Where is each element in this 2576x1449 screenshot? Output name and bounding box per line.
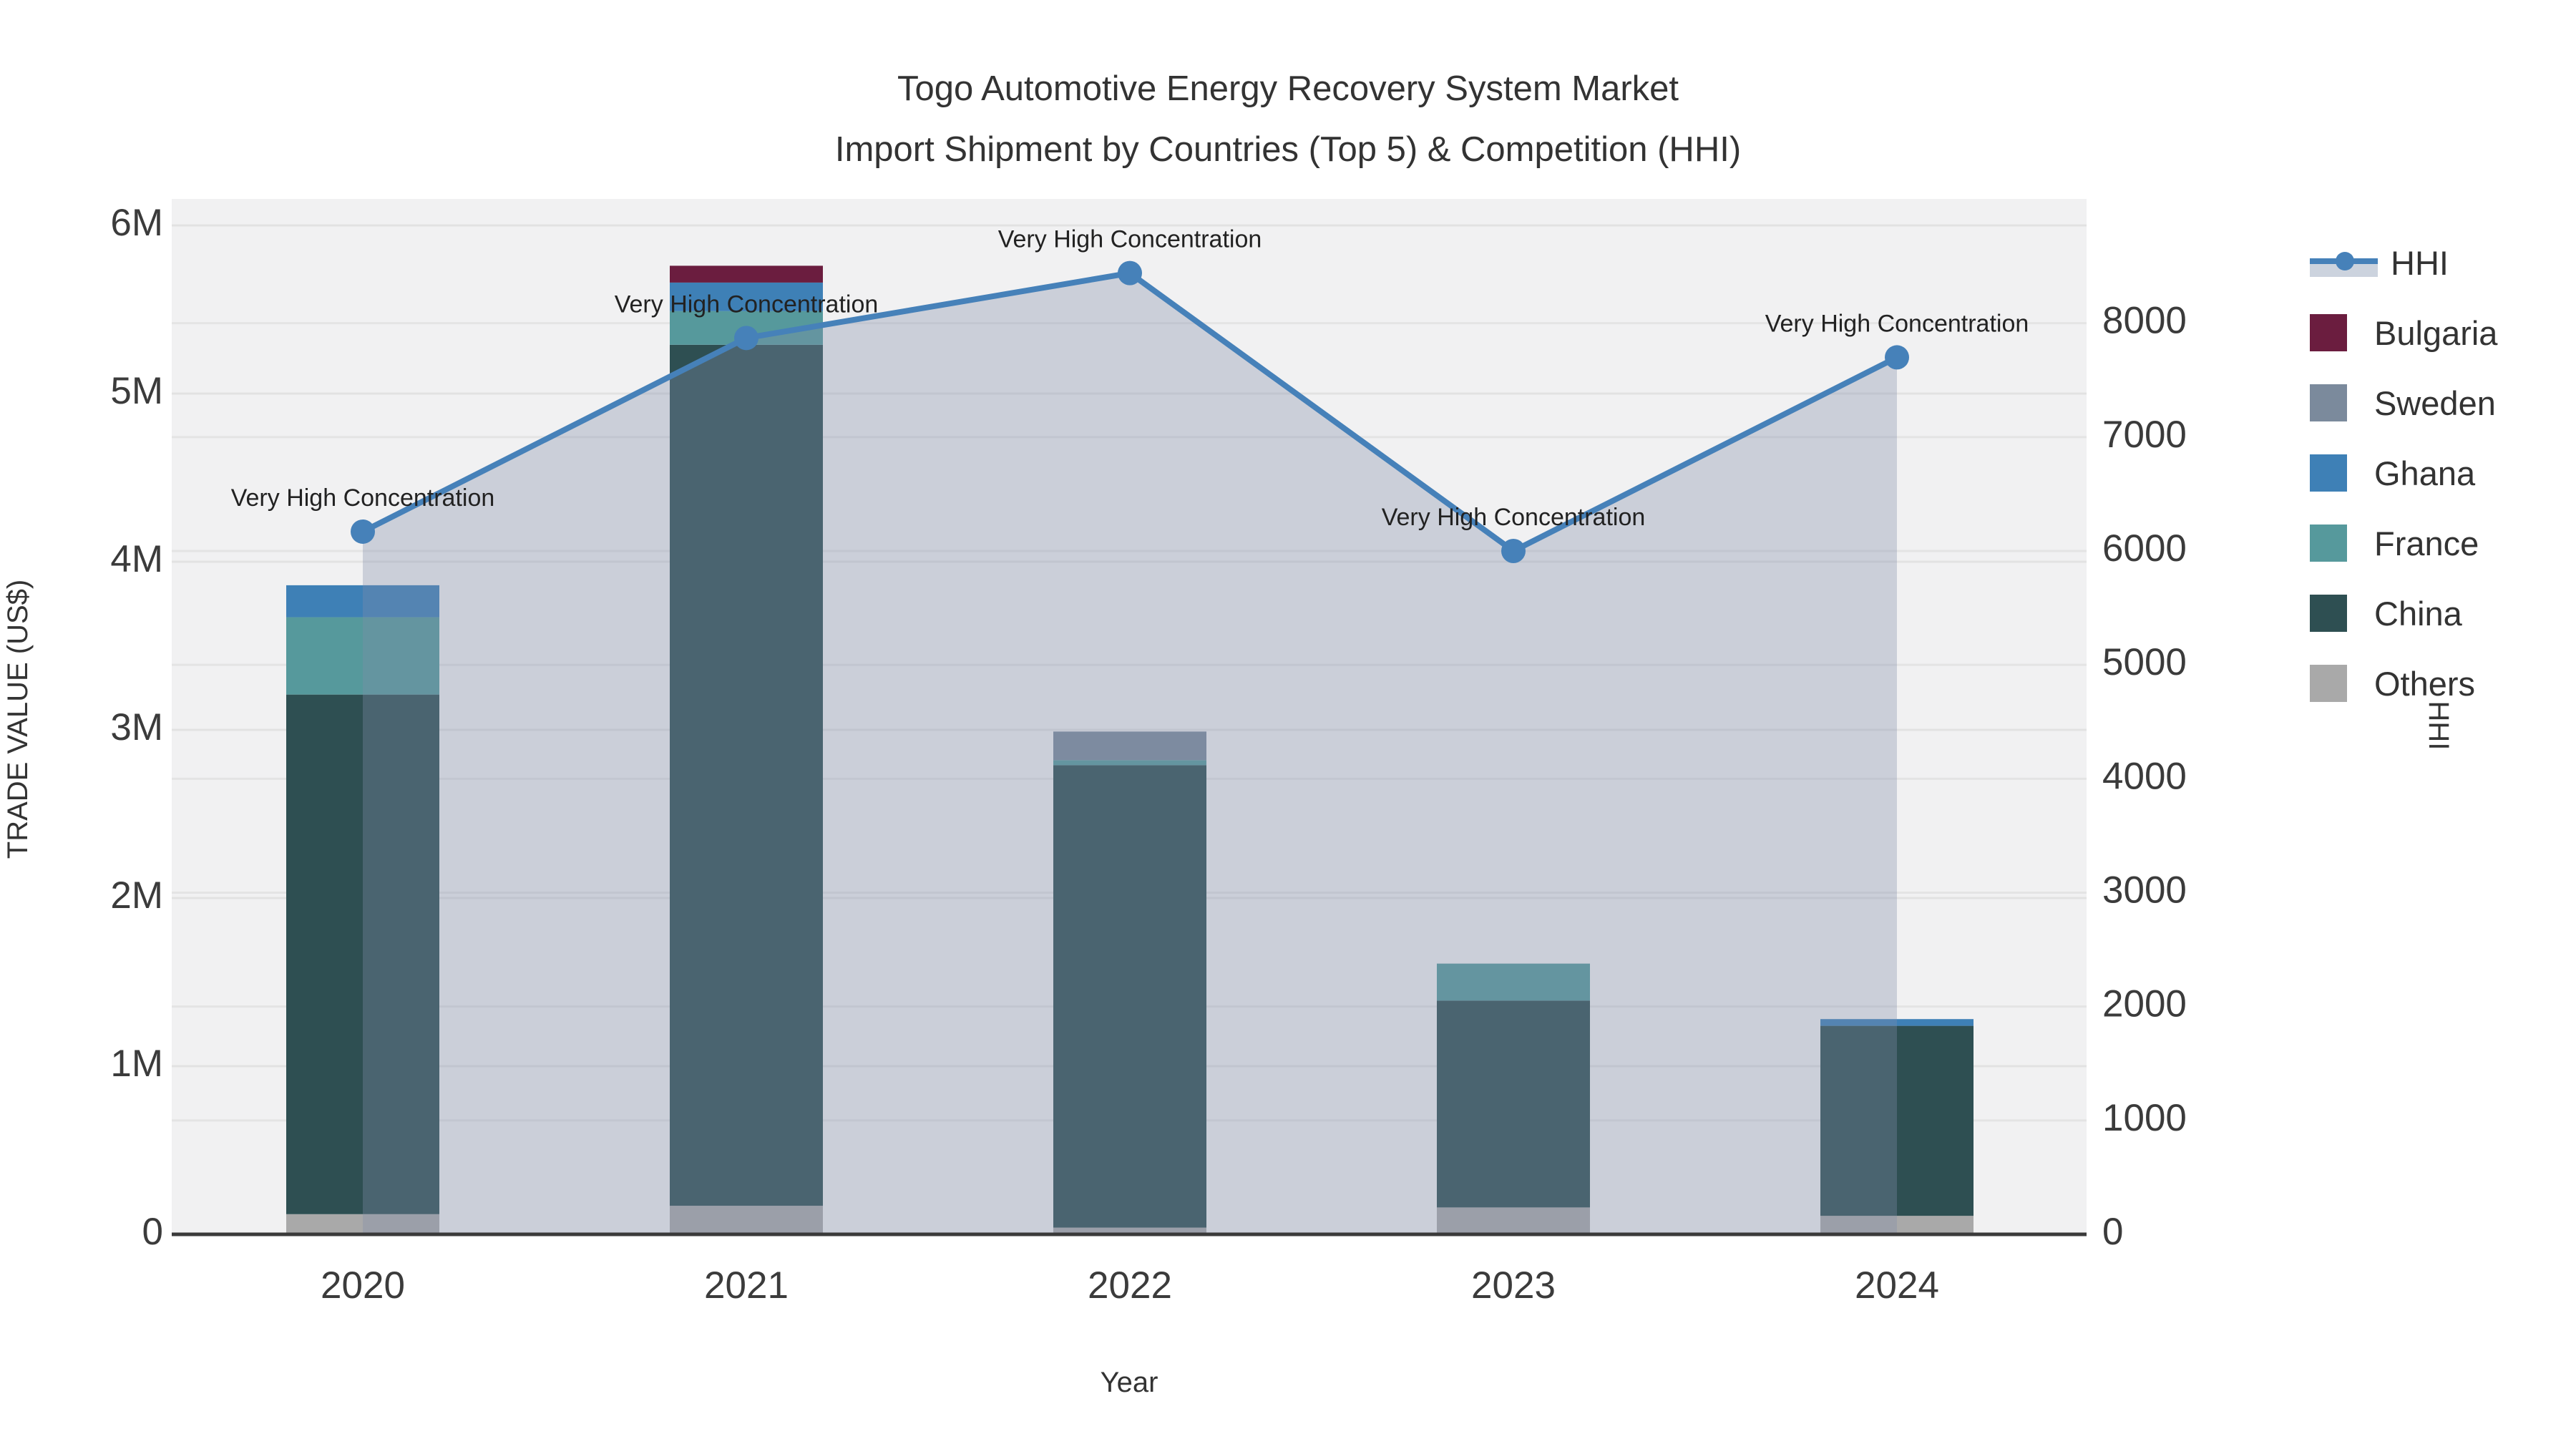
legend-item-france[interactable]: France <box>2310 508 2497 578</box>
hhi-marker-2020 <box>351 519 375 544</box>
bar-segment-france-2020 <box>286 617 439 695</box>
legend-color-swatch <box>2310 595 2347 632</box>
x-axis-title: Year <box>1101 1367 1158 1398</box>
y-right-tick-4000: 4000 <box>2102 755 2187 797</box>
annotation-2023: Very High Concentration <box>1382 504 1646 531</box>
hhi-marker-2021 <box>734 326 758 351</box>
legend-label: Ghana <box>2374 454 2476 492</box>
y-right-tick-7000: 7000 <box>2102 414 2187 456</box>
bar-segment-france-2022 <box>1053 760 1206 766</box>
legend-color-swatch <box>2310 384 2347 421</box>
x-tick-2022: 2022 <box>1088 1264 1172 1307</box>
legend-label: Others <box>2374 664 2476 703</box>
legend: HHI Bulgaria Sweden Ghana France China Others <box>2310 228 2497 718</box>
x-tick-2023: 2023 <box>1471 1264 1556 1307</box>
legend-color-swatch <box>2310 525 2347 562</box>
legend-item-bulgaria[interactable]: Bulgaria <box>2310 298 2497 368</box>
x-tick-2024: 2024 <box>1855 1264 1939 1307</box>
y-left-tick-2M: 2M <box>110 874 163 917</box>
bar-segment-others-2023 <box>1437 1207 1590 1234</box>
x-tick-2021: 2021 <box>704 1264 789 1307</box>
bar-segment-sweden-2022 <box>1053 731 1206 761</box>
y-left-tick-3M: 3M <box>110 706 163 748</box>
hhi-marker-2024 <box>1885 345 1909 370</box>
legend-color-swatch <box>2310 665 2347 702</box>
bar-segment-china-2023 <box>1437 1000 1590 1208</box>
y-left-tick-0: 0 <box>142 1211 163 1253</box>
legend-color-swatch <box>2310 314 2347 351</box>
annotation-2021: Very High Concentration <box>615 291 879 318</box>
axis-ticks: 0 1M 2M 3M 4M 5M 6M 0 1000 2000 3000 4000 5000 6000 70… <box>110 202 2187 1307</box>
y-right-tick-8000: 8000 <box>2102 300 2187 342</box>
bar-segment-china-2021 <box>670 344 823 1206</box>
legend-label: Sweden <box>2374 384 2496 422</box>
y-left-tick-1M: 1M <box>110 1043 163 1085</box>
hhi-area-fill <box>363 273 1897 1235</box>
legend-item-china[interactable]: China <box>2310 578 2497 648</box>
y-left-axis-title: TRADE VALUE (US$) <box>2 580 34 859</box>
bar-segment-china-2024 <box>1820 1025 1974 1216</box>
bar-segment-france-2023 <box>1437 963 1590 1001</box>
annotation-2020: Very High Concentration <box>231 484 495 512</box>
legend-label: France <box>2374 524 2479 562</box>
chart-title-line2: Import Shipment by Countries (Top 5) & C… <box>835 130 1741 169</box>
legend-item-hhi[interactable]: HHI <box>2310 228 2497 298</box>
x-tick-2020: 2020 <box>321 1264 405 1307</box>
y-left-tick-4M: 4M <box>110 538 163 580</box>
bar-segment-ghana-2021 <box>670 282 823 311</box>
legend-label: China <box>2374 594 2462 633</box>
y-right-tick-0: 0 <box>2102 1211 2123 1253</box>
y-right-tick-6000: 6000 <box>2102 527 2187 570</box>
hhi-marker-2023 <box>1501 538 1526 563</box>
hhi-marker-2022 <box>1118 260 1142 286</box>
y-right-tick-1000: 1000 <box>2102 1097 2187 1139</box>
annotation-2022: Very High Concentration <box>998 226 1262 253</box>
y-right-tick-3000: 3000 <box>2102 869 2187 911</box>
legend-color-swatch <box>2310 454 2347 492</box>
y-left-tick-6M: 6M <box>110 202 163 244</box>
bar-segment-ghana-2020 <box>286 585 439 618</box>
bar-segment-ghana-2024 <box>1820 1019 1974 1026</box>
bar-segment-bulgaria-2021 <box>670 265 823 283</box>
annotation-2024: Very High Concentration <box>1765 310 2029 337</box>
y-left-tick-5M: 5M <box>110 370 163 412</box>
bar-segment-others-2020 <box>286 1214 439 1234</box>
legend-label: Bulgaria <box>2374 313 2498 352</box>
y-right-axis-title: HHI <box>2423 701 2454 751</box>
bar-segment-china-2022 <box>1053 765 1206 1228</box>
bar-segment-others-2022 <box>1053 1227 1206 1234</box>
legend-item-others[interactable]: Others <box>2310 648 2497 718</box>
bar-segment-others-2024 <box>1820 1216 1974 1234</box>
legend-item-ghana[interactable]: Ghana <box>2310 438 2497 508</box>
bar-segment-others-2021 <box>670 1206 823 1234</box>
legend-item-sweden[interactable]: Sweden <box>2310 368 2497 438</box>
legend-label: HHI <box>2391 243 2449 282</box>
chart-title-line1: Togo Automotive Energy Recovery System M… <box>897 69 1679 108</box>
plot-area: Very High Concentration Very High Concent… <box>172 199 2087 1236</box>
bar-segment-china-2020 <box>286 694 439 1214</box>
y-right-tick-2000: 2000 <box>2102 983 2187 1025</box>
legend-line-swatch-icon <box>2310 244 2378 281</box>
y-right-tick-5000: 5000 <box>2102 641 2187 683</box>
